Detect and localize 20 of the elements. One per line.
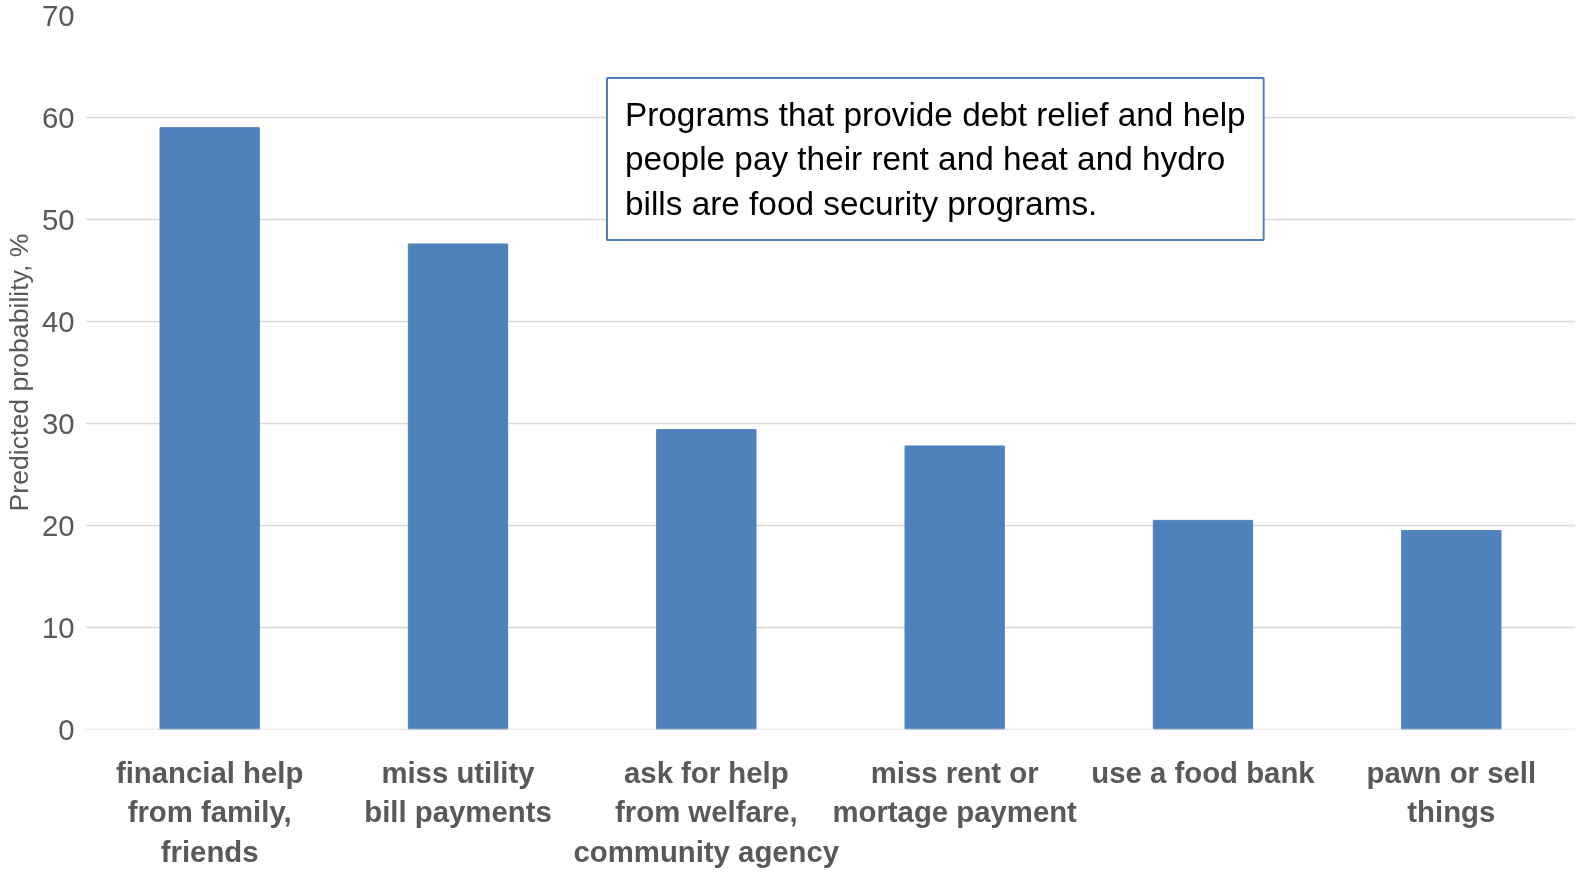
y-tick-label: 20 — [41, 508, 75, 542]
x-tick-label: financial help from family, friends — [115, 755, 304, 868]
y-tick-label: 40 — [41, 304, 75, 338]
bar — [1152, 519, 1254, 730]
x-tick-label: pawn or sell things — [1366, 755, 1537, 829]
y-tick-label: 0 — [58, 712, 75, 746]
bar — [656, 429, 757, 730]
bar — [1401, 530, 1502, 730]
y-tick-label: 50 — [41, 202, 75, 236]
y-tick-label: 10 — [41, 610, 75, 644]
bar — [159, 127, 260, 730]
y-tick-label: 60 — [41, 100, 75, 134]
bar — [407, 243, 509, 730]
y-tick-label: 30 — [41, 406, 75, 440]
bar — [904, 445, 1005, 730]
x-tick-label: use a food bank — [1091, 755, 1316, 789]
y-tick-label: 70 — [41, 0, 75, 32]
annotation: Programs that provide debt relief and help people pay their rent and heat and hydro bills are food security programs. — [625, 96, 1246, 222]
y-axis-title: Predicted probability, % — [3, 233, 34, 512]
x-tick-label: miss utility bill payments — [364, 755, 552, 829]
